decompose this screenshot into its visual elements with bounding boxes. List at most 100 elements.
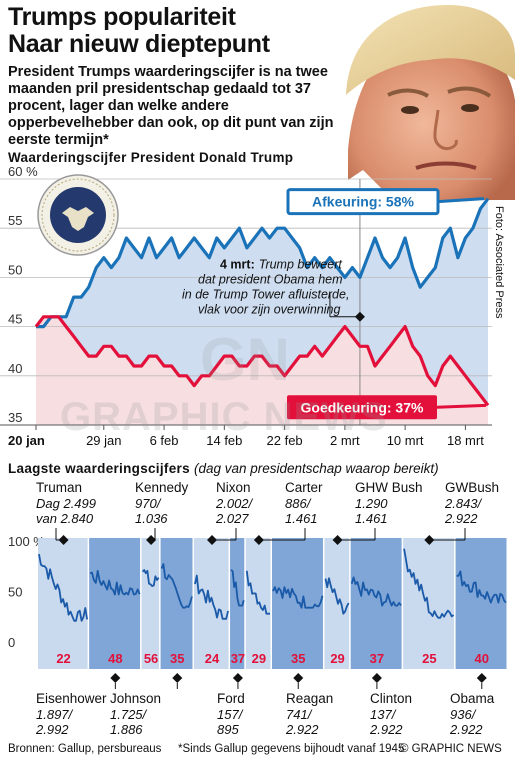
trump-approval-chart: 60 % 55 50 45 40 35 Afkeuring: 58% Goedkeuring:… [0, 165, 492, 448]
trump-portrait [318, 5, 515, 200]
seal-eagle-icon [62, 207, 94, 231]
president-name: Reagan [286, 691, 333, 706]
president-note: 2.843/ [444, 496, 483, 511]
president-band [455, 538, 507, 669]
president-name: GHW Bush [355, 480, 423, 495]
intro-text: President Trumps waarderingscijfer is na… [8, 64, 334, 148]
president-note: 2.922 [449, 722, 483, 737]
chart1-title: Waarderingscijfer President Donald Trump [8, 150, 294, 165]
approval-trace [194, 574, 229, 620]
annotation-text: 4 mrt: Trump beweert dat president Obama h… [182, 258, 349, 317]
approval-trace [456, 570, 507, 604]
y-tick-label: 60 % [8, 165, 38, 179]
president-note: 2.992 [35, 722, 69, 737]
x-tick-label: 22 feb [267, 433, 303, 448]
low-value: 25 [422, 651, 436, 666]
leader-marker [207, 535, 218, 545]
president-note: van 2.840 [36, 511, 94, 526]
president-note: 137/ [370, 707, 397, 722]
lowest-ratings-chart: 100 % 50 0 22 48 56 35 24 37 29 35 29 37 25 40 TrumanDa… [8, 480, 507, 737]
president-name: Nixon [216, 480, 251, 495]
low-value: 56 [144, 651, 158, 666]
approval-trace [141, 569, 160, 587]
leader-marker [371, 673, 382, 683]
president-note: 895 [217, 722, 239, 737]
president-note: 2.922 [285, 722, 319, 737]
president-note: 1.036 [135, 511, 168, 526]
low-value: 29 [330, 651, 344, 666]
president-name: Ford [217, 691, 245, 706]
y-tick-label: 50 [8, 262, 22, 277]
low-value: 37 [231, 651, 245, 666]
disapproval-label-box [286, 188, 440, 216]
chart2-title: Laagste waarderingscijfers (dag van pres… [8, 461, 439, 476]
x-tick-label: 6 feb [150, 433, 179, 448]
x-tick-label: 14 feb [206, 433, 242, 448]
approval-trace [38, 553, 88, 622]
president-name: Eisenhower [36, 691, 107, 706]
low-value: 37 [370, 651, 384, 666]
y-tick-label: 0 [8, 635, 15, 650]
disapproval-label-leader [437, 197, 485, 204]
title-line-2: Naar nieuw dieptepunt [8, 30, 270, 58]
footer-sources: Bronnen: Gallup, persbureaus [8, 743, 162, 755]
president-note: 936/ [450, 707, 477, 722]
disapproval-label: Afkeuring: 58% [312, 194, 414, 210]
leader-marker [424, 535, 435, 545]
leader-marker [110, 673, 121, 683]
approval-label-leader [436, 403, 487, 409]
president-band [89, 538, 141, 669]
approval-trace [230, 569, 245, 607]
approval-trace [245, 570, 270, 615]
approval-trace [160, 563, 193, 609]
president-note: 157/ [217, 707, 244, 722]
watermark: GRAPHIC NEWS [60, 395, 388, 439]
president-note: 1.897/ [36, 707, 74, 722]
president-note: 2.027 [215, 511, 249, 526]
y-tick-label: 50 [8, 585, 22, 600]
x-tick-label: 18 mrt [447, 433, 484, 448]
x-tick-label: 20 jan [8, 433, 45, 448]
approval-label-box [287, 395, 437, 420]
chart2-subtitle: (dag van presidentschap waarop bereikt) [193, 461, 439, 476]
gap-area [36, 198, 488, 406]
low-value: 22 [56, 651, 70, 666]
low-value: 35 [291, 651, 305, 666]
annotation-line1: Trump beweert [259, 258, 343, 272]
low-value: 24 [205, 651, 220, 666]
chart2-title-main: Laagste waarderingscijfers [8, 461, 190, 476]
y-tick-label: 55 [8, 213, 22, 228]
y-tick-label: 40 [8, 361, 22, 376]
x-tick-label: 2 mrt [330, 433, 360, 448]
footer-copyright: © GRAPHIC NEWS [400, 743, 502, 755]
leader-marker [253, 535, 264, 545]
president-band [230, 538, 245, 669]
annotation-date: 4 mrt: [220, 258, 255, 272]
leader-marker [58, 535, 69, 545]
president-band [324, 538, 350, 669]
president-band [403, 538, 455, 669]
president-note: 1.461 [285, 511, 318, 526]
leader-marker [172, 673, 183, 683]
president-note: 2.002/ [215, 496, 254, 511]
president-note: 2.922 [369, 722, 403, 737]
president-note: 1.290 [355, 496, 388, 511]
approval-trace [272, 586, 324, 609]
disapproval-line [36, 197, 490, 329]
president-band [141, 538, 160, 669]
page-title: Trumps populariteit Naar nieuw dieptepun… [8, 4, 338, 58]
president-band [160, 538, 193, 669]
president-note: 1.886 [110, 722, 143, 737]
low-value: 48 [108, 651, 122, 666]
watermark-logo: GN [200, 326, 290, 393]
presidential-seal [37, 174, 119, 256]
president-name: Truman [36, 480, 82, 495]
footer-note: *Sinds Gallup gegevens bijhoudt vanaf 19… [178, 743, 405, 755]
leader-marker [293, 673, 304, 683]
president-name: Obama [450, 691, 495, 706]
seal-ring [41, 178, 115, 252]
president-note: Dag 2.499 [36, 496, 96, 511]
y-tick-label: 35 [8, 410, 22, 425]
annotation-line3: in de Trump Tower afluisterde, [182, 288, 349, 302]
president-note: 886/ [285, 496, 312, 511]
